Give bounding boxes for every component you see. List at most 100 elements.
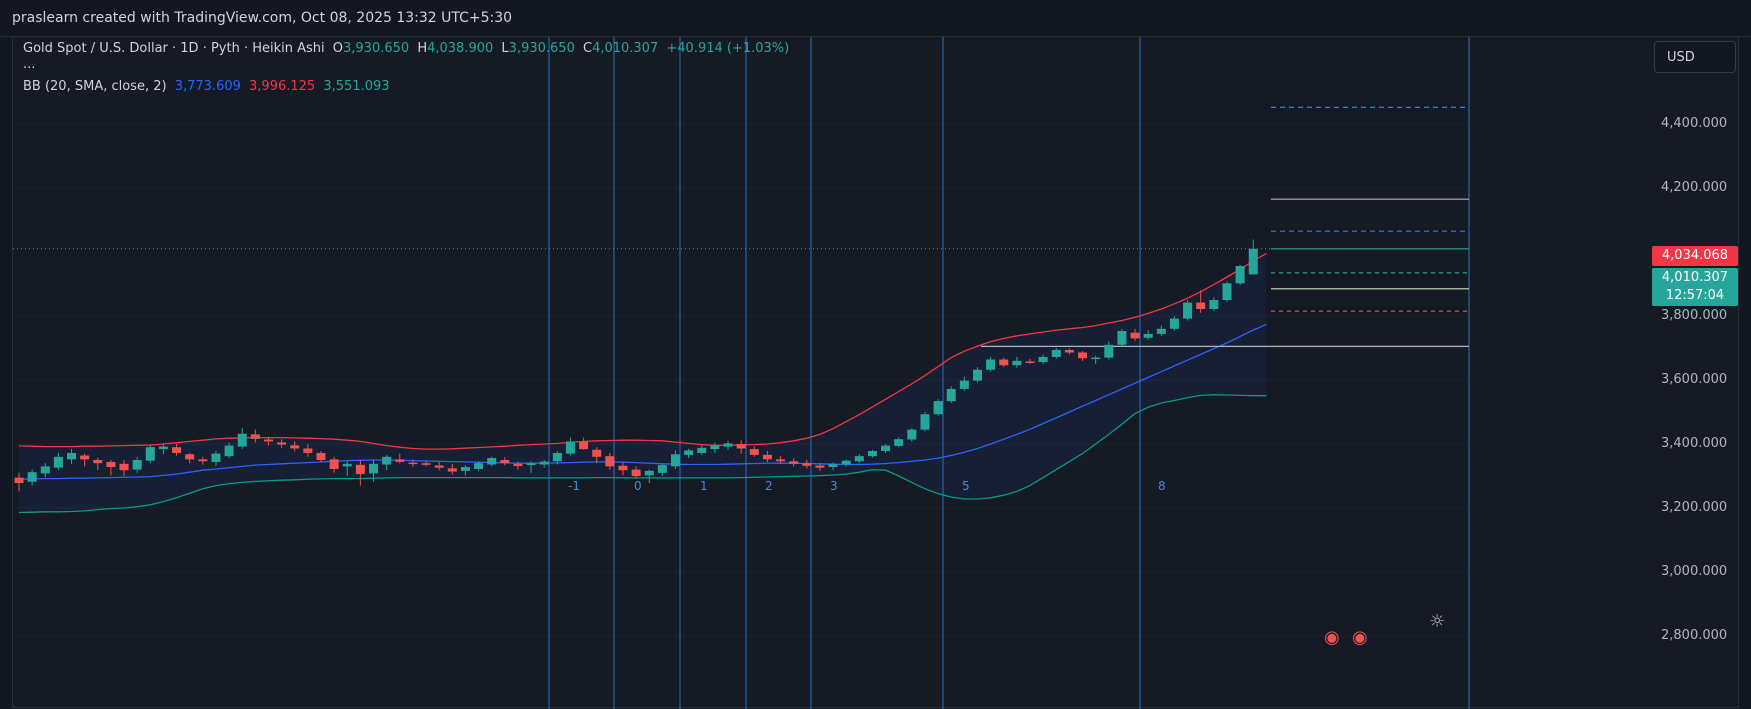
candle-body [408,462,418,465]
chart-canvas[interactable] [13,37,1740,709]
candle-body [172,447,182,453]
candle-body [1209,300,1219,309]
candle-body [933,401,943,415]
candle-body [1169,318,1179,329]
candle-body [565,441,575,454]
candle-body [671,454,680,467]
candle-body [1235,266,1245,284]
change-value: +40.914 (+1.03%) [666,41,790,56]
candle-body [355,464,365,475]
open-label: O [332,41,344,56]
fib-time-label: -1 [568,479,580,493]
price-tick: 2,800.000 [1661,628,1728,643]
close-value: 4,010.307 [592,41,659,56]
price-tick: 4,200.000 [1661,180,1728,195]
candle-body [369,463,379,474]
chart-area[interactable]: Gold Spot / U.S. Dollar · 1D · Pyth · He… [12,36,1740,709]
candle-body [828,464,838,468]
candle-body [1091,357,1101,360]
candle-body [1012,360,1022,366]
candle-body [67,452,77,460]
candle-body [329,459,339,469]
candle-body [697,447,707,453]
candle-body [539,461,549,465]
candle-body [80,455,90,460]
candle-body [1078,352,1088,359]
candle-body [40,466,50,474]
candle-body [526,463,536,466]
open-value: 3,930.650 [343,41,410,56]
candle-body [434,465,444,468]
symbol-name: Gold Spot / U.S. Dollar · 1D · Pyth · He… [23,41,325,56]
candle-body [303,448,313,453]
event-flag-icon[interactable]: ◉ [1324,627,1340,648]
bb-upper-value: 3,996.125 [249,79,316,94]
currency-button[interactable]: USD [1654,41,1736,73]
fib-time-label: 1 [700,479,708,493]
candle-body [1130,332,1140,339]
theme-toggle-icon[interactable]: ☼ [1429,611,1446,632]
candle-body [657,465,667,473]
candle-body [972,369,982,381]
candle-body [1222,283,1232,300]
price-tick: 3,800.000 [1661,308,1728,323]
price-tick: 3,200.000 [1661,500,1728,515]
candle-body [1156,328,1166,334]
candle-body [382,456,392,465]
candle-body [290,445,300,449]
candle-body [263,439,273,442]
candle-body [211,453,221,462]
legend-more[interactable]: ... [23,57,36,72]
candle-body [592,449,602,457]
candle-body [316,452,326,460]
event-flag-icon[interactable]: ◉ [1352,627,1368,648]
candle-body [802,463,812,466]
candle-body [500,460,510,464]
high-value: 4,038.900 [427,41,494,56]
candle-body [119,463,129,471]
fib-time-label: 8 [1158,479,1166,493]
candle-body [1064,349,1074,353]
candle-body [1196,302,1206,309]
fib-time-label: 0 [634,479,642,493]
attribution-bar: praslearn created with TradingView.com, … [0,0,1751,37]
price-tick: 4,400.000 [1661,116,1728,131]
bb-label: BB (20, SMA, close, 2) [23,79,167,94]
last-price-tag: 4,010.307 12:57:04 [1652,268,1738,306]
candle-body [894,439,904,446]
candle-body [1117,331,1127,345]
candle-body [158,446,168,450]
bb-basis-value: 3,773.609 [174,79,241,94]
bb-upper-line [18,252,1267,450]
fib-time-label: 2 [765,479,773,493]
last-price-value: 4,010.307 [1661,270,1729,285]
candle-body [854,456,864,462]
close-label: C [582,41,593,56]
candle-body [789,461,799,464]
candle-body [762,454,772,460]
candle-body [959,380,969,389]
bb-basis-line [18,323,1267,480]
candle-body [644,470,654,476]
candle-body [250,434,260,439]
high-label: H [417,41,428,56]
candle-body [185,454,195,460]
candle-body [421,463,431,465]
candle-body [867,451,877,457]
candle-body [920,414,930,430]
candle-body [395,459,405,462]
candle-body [237,433,247,447]
candle-body [618,465,628,471]
candle-body [460,467,470,471]
price-tick: 3,000.000 [1661,564,1728,579]
candle-body [579,441,589,450]
candle-body [776,459,786,462]
candle-body [1183,302,1193,319]
candle-body [986,359,996,370]
candle-body [946,388,956,402]
candle-body [224,445,234,457]
low-label: L [501,41,509,56]
candle-body [14,477,24,484]
bb-lower-line [18,394,1267,514]
candle-body [907,429,917,440]
